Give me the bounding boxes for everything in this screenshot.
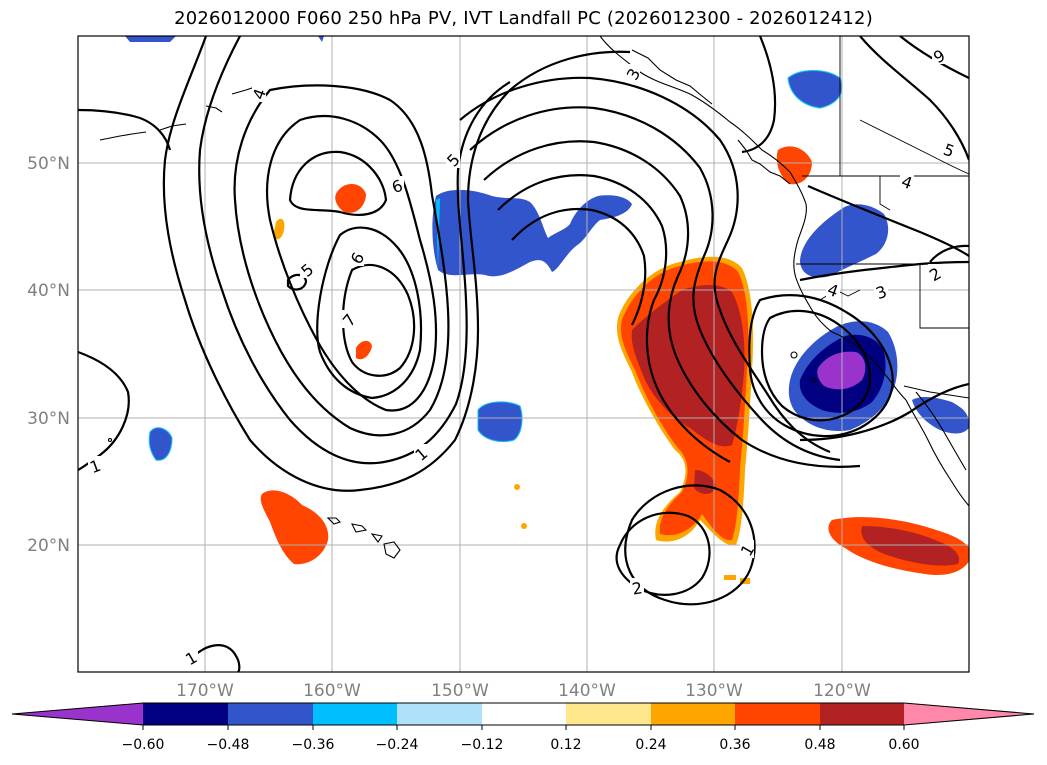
lon-label: 160°W — [303, 681, 361, 701]
colorbar-segment — [228, 703, 313, 725]
colorbar-segment — [820, 703, 904, 725]
negative-anomaly-30n — [478, 401, 522, 442]
colorbar-tick-label: 0.24 — [635, 737, 666, 753]
latitude-axis: 50°N 40°N 30°N 20°N — [27, 154, 70, 556]
colorbar-tick-label: 0.36 — [719, 737, 750, 753]
negative-anomaly-pacific-northwest — [800, 204, 889, 278]
map-title: 2026012000 F060 250 hPa PV, IVT Landfall… — [174, 8, 873, 29]
colorbar-segment — [143, 703, 228, 725]
colorbar-segment — [313, 703, 397, 725]
coastlines — [99, 36, 969, 559]
colorbar-extend-high — [904, 703, 1034, 725]
plot-frame — [77, 35, 970, 673]
pv-contours — [78, 36, 969, 672]
ivt-shading — [125, 36, 969, 584]
colorbar-segment — [566, 703, 651, 725]
lon-label: 130°W — [685, 681, 743, 701]
colorbar-tick-label: 0.60 — [888, 737, 919, 753]
contour-labels: 4 3 5 6 5 6 7 1 1 1 2 1 4 3 — [87, 46, 957, 670]
lat-label: 50°N — [27, 154, 70, 174]
colorbar-tick-label: −0.24 — [376, 737, 419, 753]
lon-label: 150°W — [431, 681, 489, 701]
colorbar-tick-label: −0.48 — [207, 737, 250, 753]
shading-edges — [148, 69, 843, 461]
lon-label: 140°W — [558, 681, 616, 701]
lat-label: 30°N — [27, 409, 70, 429]
lat-label: 40°N — [27, 281, 70, 301]
longitude-axis: 170°W 160°W 150°W 140°W 130°W 120°W — [176, 681, 871, 701]
colorbar-tick-label: 0.48 — [804, 737, 835, 753]
colorbar-segment — [651, 703, 735, 725]
positive-anomaly-hawaii — [260, 490, 329, 565]
lon-label: 120°W — [813, 681, 871, 701]
contour-label: 2 — [631, 578, 644, 598]
colorbar-tick-label: −0.36 — [292, 737, 335, 753]
colorbar-segment — [735, 703, 820, 725]
colorbar-segment — [397, 703, 482, 725]
colorbar: −0.60 −0.48 −0.36 −0.24 −0.12 0.12 0.24 … — [11, 702, 1035, 753]
colorbar-tick-label: −0.60 — [122, 737, 165, 753]
colorbar-extend-low — [12, 703, 143, 725]
lon-label: 170°W — [176, 681, 234, 701]
colorbar-tick-label: 0.12 — [550, 737, 581, 753]
colorbar-segment — [482, 703, 566, 725]
lat-label: 20°N — [27, 536, 70, 556]
colorbar-tick-label: −0.12 — [461, 737, 504, 753]
political-borders — [796, 36, 969, 399]
negative-anomaly-central-pacific — [432, 189, 632, 277]
